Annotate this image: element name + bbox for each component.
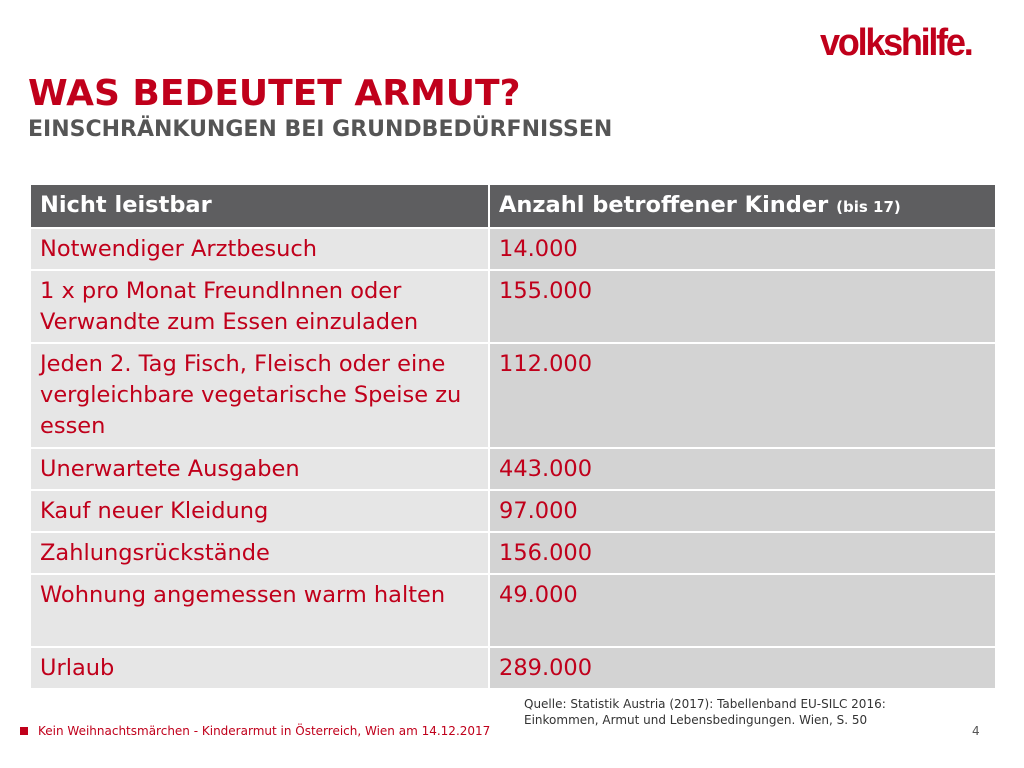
page-number: 4 — [972, 724, 980, 738]
volkshilfe-logo: volkshilfe. — [820, 22, 974, 64]
row-value: 155.000 — [488, 269, 997, 344]
table-row: 1 x pro Monat FreundInnen oder Verwandte… — [29, 269, 997, 344]
table-row: Unerwartete Ausgaben 443.000 — [29, 447, 997, 491]
row-value: 14.000 — [488, 227, 997, 271]
table-row: Notwendiger Arztbesuch 14.000 — [29, 227, 997, 271]
row-label: Kauf neuer Kleidung — [29, 489, 490, 533]
row-label: Unerwartete Ausgaben — [29, 447, 490, 491]
table-row: Wohnung angemessen warm halten 49.000 — [29, 573, 997, 648]
source-line-1: Quelle: Statistik Austria (2017): Tabell… — [524, 697, 886, 711]
footer-text: Kein Weihnachtsmärchen - Kinderarmut in … — [38, 724, 491, 738]
row-value: 112.000 — [488, 342, 997, 449]
row-label: Urlaub — [29, 646, 490, 690]
slide-subtitle: EINSCHRÄNKUNGEN BEI GRUNDBEDÜRFNISSEN — [28, 117, 613, 142]
table-row: Urlaub 289.000 — [29, 646, 997, 690]
row-label: Notwendiger Arztbesuch — [29, 227, 490, 271]
row-label: Zahlungsrückstände — [29, 531, 490, 575]
header-not-affordable: Nicht leistbar — [29, 183, 490, 229]
source-note: Quelle: Statistik Austria (2017): Tabell… — [524, 696, 954, 728]
table-row: Jeden 2. Tag Fisch, Fleisch oder eine ve… — [29, 342, 997, 449]
header-col2-note: (bis 17) — [836, 198, 901, 216]
row-value: 156.000 — [488, 531, 997, 575]
source-line-2: Einkommen, Armut und Lebensbedingungen. … — [524, 713, 868, 727]
table-header-row: Nicht leistbar Anzahl betroffener Kinder… — [29, 183, 997, 229]
row-value: 97.000 — [488, 489, 997, 533]
row-value: 289.000 — [488, 646, 997, 690]
slide-title: WAS BEDEUTET ARMUT? — [28, 73, 521, 114]
header-col2-label: Anzahl betroffener Kinder — [499, 192, 829, 218]
table-row: Zahlungsrückstände 156.000 — [29, 531, 997, 575]
table-row: Kauf neuer Kleidung 97.000 — [29, 489, 997, 533]
deprivation-table: Nicht leistbar Anzahl betroffener Kinder… — [29, 183, 997, 690]
row-label: Jeden 2. Tag Fisch, Fleisch oder eine ve… — [29, 342, 490, 449]
row-label: 1 x pro Monat FreundInnen oder Verwandte… — [29, 269, 490, 344]
row-value: 49.000 — [488, 573, 997, 648]
header-affected-children: Anzahl betroffener Kinder (bis 17) — [488, 183, 997, 229]
row-label: Wohnung angemessen warm halten — [29, 573, 490, 648]
footer-bullet-square — [20, 727, 28, 735]
row-value: 443.000 — [488, 447, 997, 491]
header-col1-label: Nicht leistbar — [40, 192, 212, 218]
